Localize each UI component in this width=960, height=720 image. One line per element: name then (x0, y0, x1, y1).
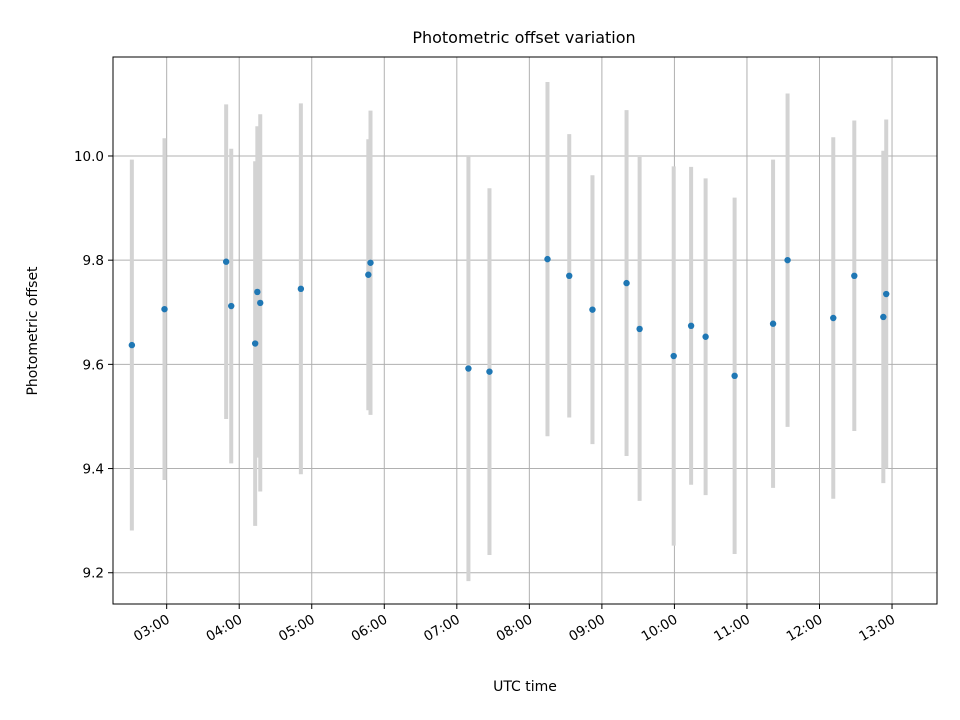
data-point (251, 340, 259, 347)
data-point (465, 365, 472, 372)
data-point (297, 285, 305, 293)
data-point (670, 352, 677, 360)
data-point (222, 258, 230, 265)
y-tick-label: 9.8 (83, 253, 104, 269)
data-point (161, 305, 168, 313)
data-point (486, 368, 493, 375)
plot-area (112, 56, 938, 605)
data-point (544, 255, 551, 263)
data-point (880, 313, 887, 321)
data-point (623, 279, 630, 287)
grid-lines (113, 57, 937, 604)
y-axis-label: Photometric offset (25, 266, 41, 396)
data-point (830, 314, 837, 322)
data-point (257, 299, 264, 307)
data-point (589, 306, 596, 313)
y-tick-label: 9.2 (83, 566, 104, 582)
data-point (731, 372, 738, 380)
data-points (128, 255, 890, 380)
data-point (687, 322, 695, 330)
data-point (254, 288, 261, 296)
data-point (365, 271, 372, 278)
data-point (566, 272, 573, 279)
y-tick-label: 10.0 (74, 149, 104, 165)
plot-frame (112, 56, 938, 605)
data-point (636, 325, 643, 333)
y-tick-label: 9.4 (83, 462, 104, 478)
data-point (784, 256, 791, 264)
data-point (367, 259, 374, 266)
data-point (769, 320, 777, 327)
y-axis-ticks: 9.2 9.4 9.6 9.8 10.0 (74, 149, 113, 582)
chart-title: Photometric offset variation (412, 28, 635, 47)
data-point (128, 341, 136, 349)
data-point (883, 290, 890, 298)
y-tick-label: 9.6 (83, 357, 104, 373)
data-point (851, 272, 858, 279)
x-axis-label: UTC time (493, 679, 557, 695)
data-point (702, 333, 709, 340)
data-point (228, 302, 235, 310)
